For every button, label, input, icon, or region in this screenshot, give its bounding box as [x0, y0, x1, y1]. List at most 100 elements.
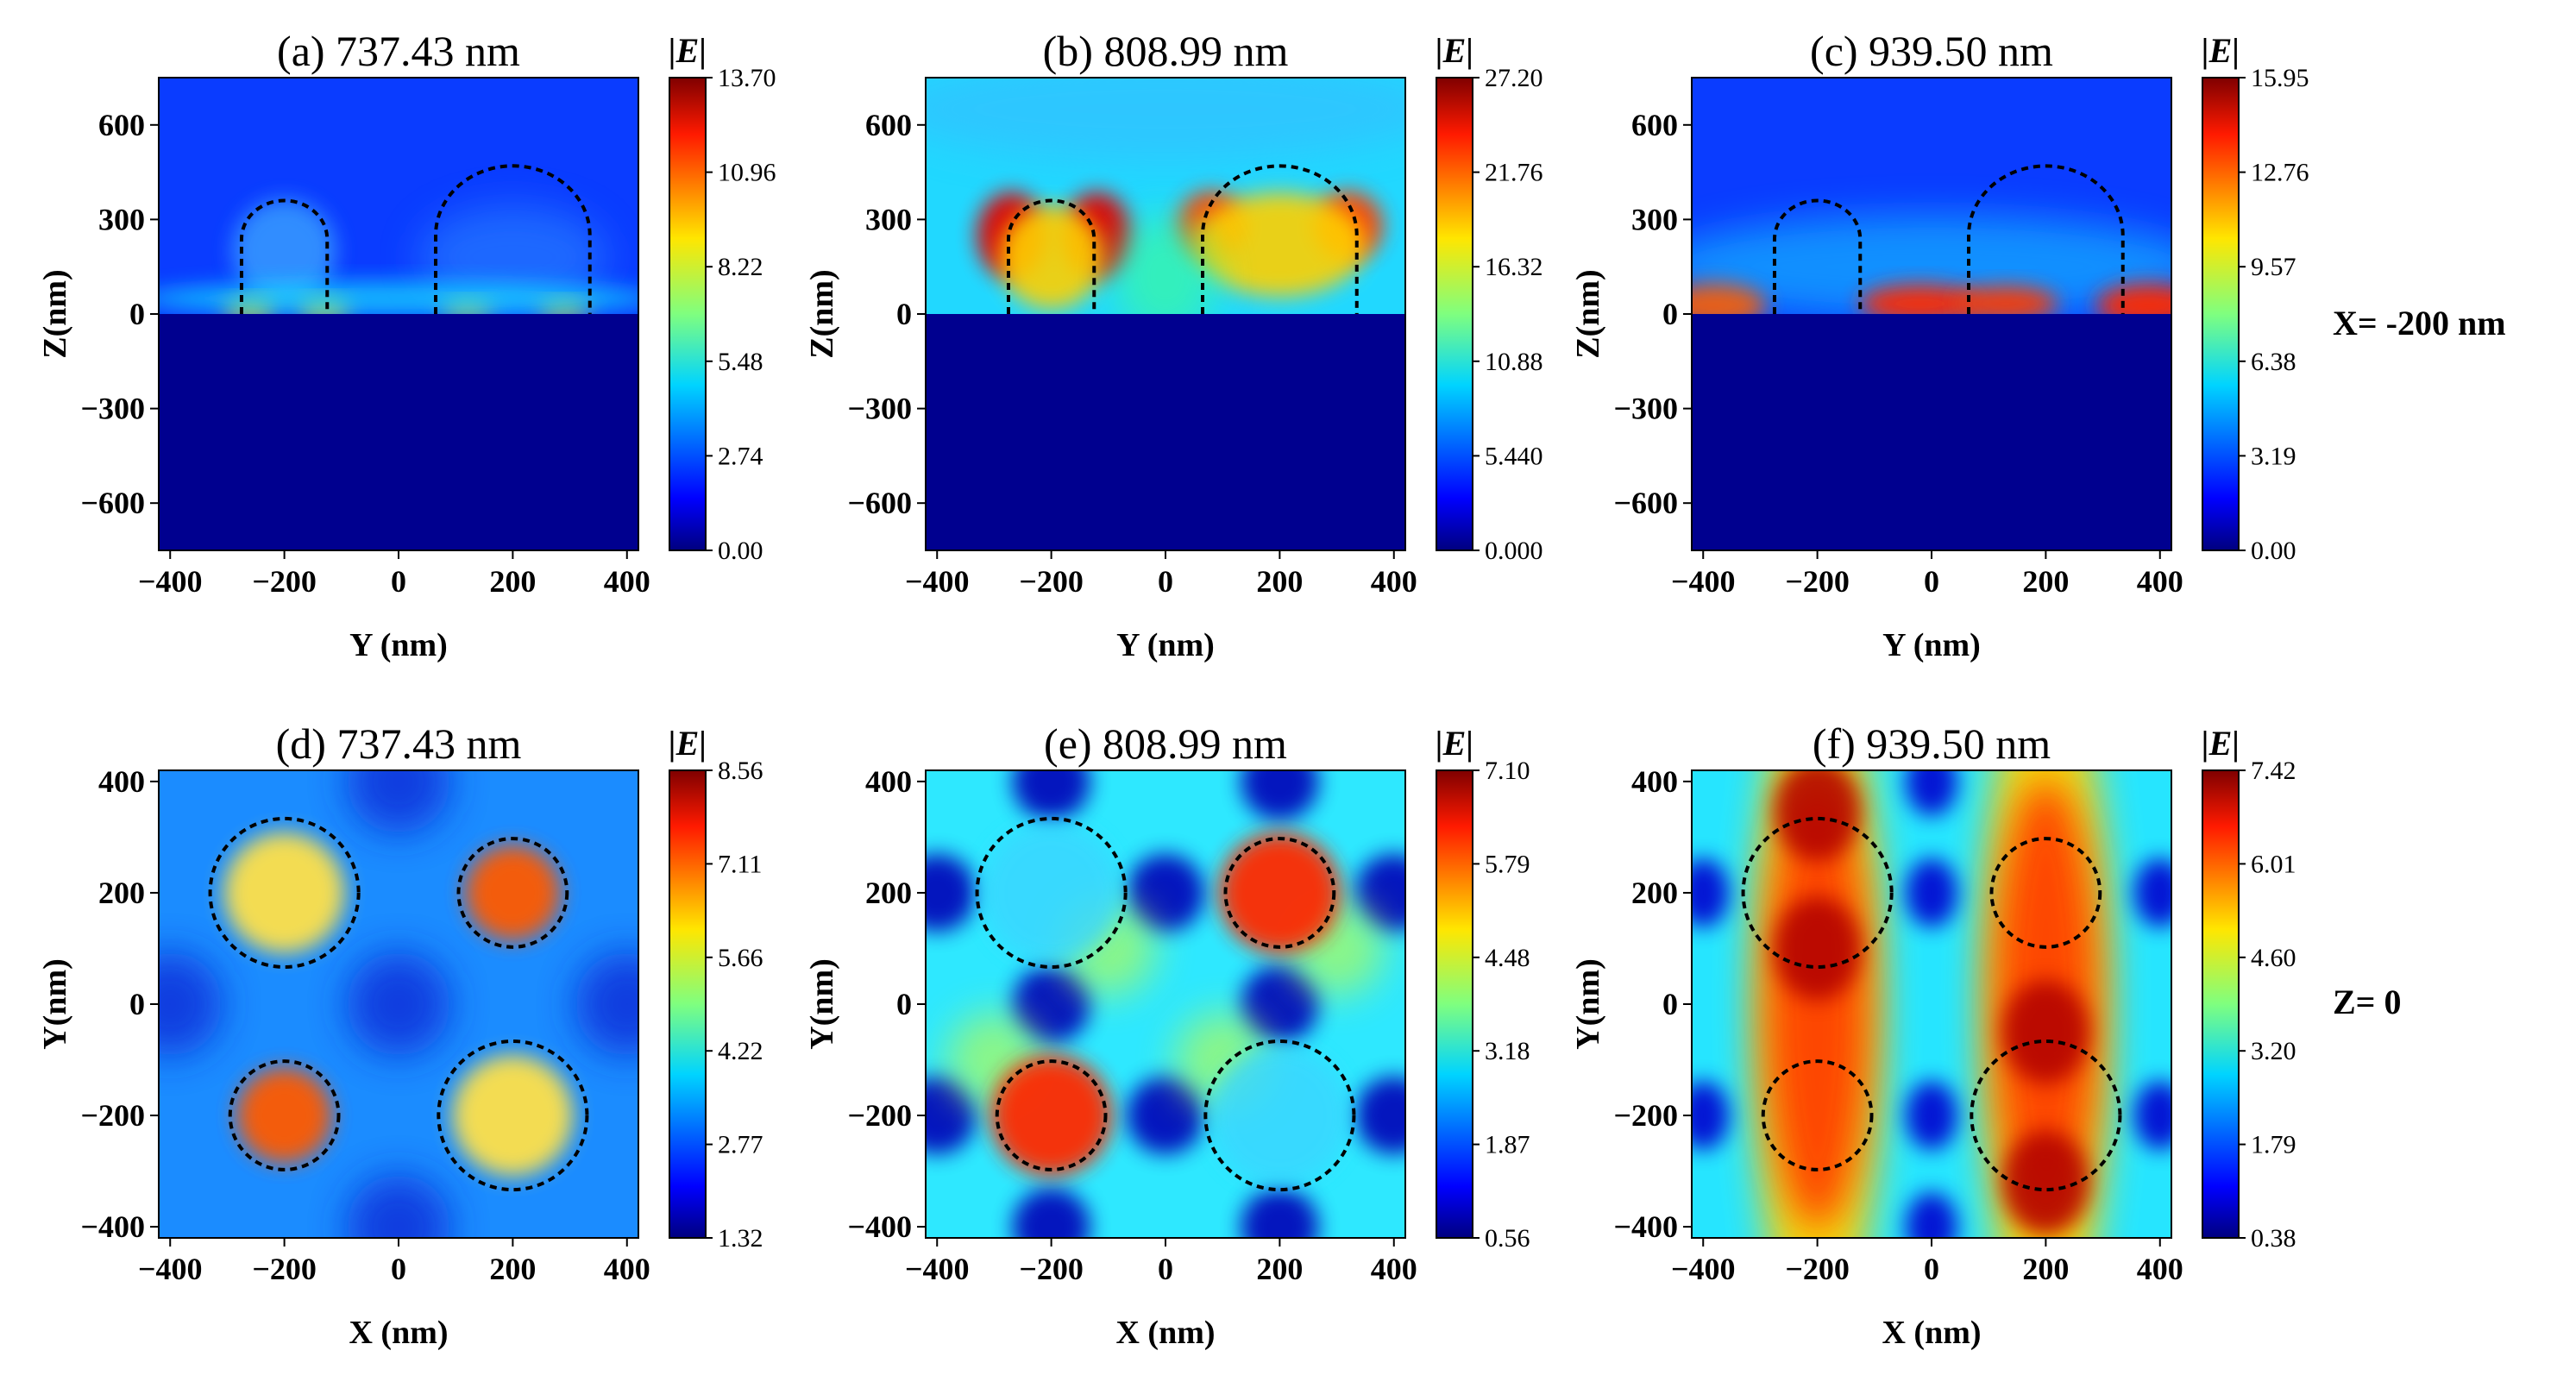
y-tick-label: 300 [865, 202, 912, 236]
field-hotspot [1012, 965, 1090, 1043]
colorbar-title: |E| [1436, 31, 1473, 70]
field-hotspot [926, 78, 1405, 161]
field-hotspot [575, 952, 638, 1056]
colorbar-title: |E| [669, 31, 707, 70]
y-tick-label: 0 [1662, 297, 1678, 331]
x-tick-label: 400 [2137, 1252, 2183, 1286]
field-hotspot [1859, 285, 1981, 323]
colorbar-tick-label: 1.79 [2251, 1131, 2296, 1159]
x-tick-label: 400 [1371, 1252, 1417, 1286]
panel-title: (f) 939.50 nm [1813, 719, 2051, 768]
field-hotspot [232, 198, 336, 303]
panel-e: −400 −200 0 200 400 −400 −200 0 200 400 (e) 808.… [804, 719, 1530, 1351]
colorbar-gradient [1436, 769, 1473, 1239]
colorbar-title: |E| [669, 724, 707, 763]
y-tick-label: 400 [1631, 764, 1678, 799]
colorbar-tick-label: 7.42 [2251, 757, 2296, 785]
field-hotspot [1692, 215, 2171, 319]
field-hotspot [1906, 857, 1957, 927]
field-hotspot [1354, 853, 1405, 932]
colorbar-tick-label: 0.56 [1485, 1224, 1530, 1253]
colorbar: 15.95 12.76 9.57 6.38 3.19 0.00 [2202, 64, 2309, 565]
y-tick-label: −300 [847, 392, 912, 426]
x-tick-label: −200 [1785, 564, 1850, 599]
y-tick-label: 200 [865, 876, 912, 910]
x-axis-label: X (nm) [1115, 1315, 1215, 1351]
particle-outline-2 [1967, 164, 2125, 314]
colorbar-tick-label: 16.32 [1485, 253, 1543, 281]
y-tick-label: 200 [1631, 876, 1678, 910]
x-axis-label: Y (nm) [1882, 627, 1981, 663]
y-axis-label: Y(nm) [804, 958, 840, 1050]
particle-outlines [1772, 164, 2125, 314]
field-hotspot [982, 823, 1121, 962]
field-hotspot [990, 1055, 1112, 1177]
field-hotspot [1012, 1188, 1090, 1238]
x-axis-label: X (nm) [1882, 1315, 1981, 1351]
row-label-bottom: Z= 0 [2333, 983, 2401, 1021]
y-axis-label: Z(nm) [1570, 269, 1606, 358]
colorbar-tick-label: 5.79 [1485, 850, 1530, 878]
y-axis-ticks: −600 −300 0 300 600 [1613, 108, 1692, 520]
panel-b: −600 −300 0 300 600 −400 −200 0 200 400 (b) 808.… [804, 27, 1543, 663]
particle-outline-1 [208, 816, 361, 970]
x-tick-label: 0 [1158, 564, 1173, 599]
colorbar-tick-label: 0.000 [1485, 537, 1543, 565]
particle-outline-3 [995, 1059, 1108, 1171]
x-tick-label: 200 [489, 564, 536, 599]
y-axis-label: Z(nm) [804, 269, 840, 358]
x-tick-label: −200 [1019, 1252, 1084, 1286]
y-axis-label: Z(nm) [37, 269, 73, 358]
colorbar: 27.20 21.76 16.32 10.88 5.440 0.000 [1436, 64, 1543, 565]
field-hotspot [1906, 770, 1957, 816]
particle-outline-4 [437, 1039, 589, 1192]
x-tick-label: −200 [1019, 564, 1084, 599]
field-hotspot [2002, 1130, 2089, 1234]
x-tick-label: 200 [2022, 1252, 2069, 1286]
particle-outline-2 [456, 837, 569, 949]
colorbar-gradient [669, 769, 707, 1239]
colorbar-tick-label: 10.88 [1485, 348, 1543, 376]
field-hotspot [1354, 1077, 1405, 1155]
colorbar-tick-label: 2.77 [718, 1131, 763, 1159]
y-axis-label: Y(nm) [1570, 958, 1606, 1050]
colorbar-tick-label: 6.01 [2251, 850, 2296, 878]
x-tick-label: 0 [1158, 1252, 1173, 1286]
y-tick-label: 400 [865, 764, 912, 799]
y-tick-label: −400 [80, 1209, 145, 1244]
field-hotspot [999, 205, 1103, 310]
particle-outline-2 [1989, 837, 2102, 949]
field-hotspot [223, 832, 345, 953]
panel-title: (d) 737.43 nm [276, 719, 522, 768]
colorbar-tick-label: 13.70 [718, 64, 776, 92]
heatmap-field [925, 769, 1406, 1239]
y-tick-label: 0 [896, 987, 912, 1021]
x-tick-label: −400 [138, 564, 203, 599]
colorbar-tick-label: 12.76 [2251, 159, 2309, 187]
panel-title: (b) 808.99 nm [1043, 27, 1289, 75]
row-label-top: X= -200 nm [2333, 304, 2506, 342]
colorbar-tick-label: 4.22 [718, 1037, 763, 1065]
particle-outline-3 [228, 1059, 341, 1171]
x-axis-ticks: −400 −200 0 200 400 [138, 1238, 650, 1286]
colorbar: 7.42 6.01 4.60 3.20 1.79 0.38 [2202, 757, 2296, 1253]
x-tick-label: −400 [905, 564, 970, 599]
y-tick-label: −300 [80, 392, 145, 426]
particle-outline-2 [434, 164, 592, 314]
colorbar-tick-label: 1.32 [718, 1224, 763, 1253]
field-hotspot [159, 952, 223, 1056]
panel-title: (a) 737.43 nm [277, 27, 520, 75]
x-tick-label: −200 [252, 1252, 317, 1286]
particle-outline-1 [975, 816, 1128, 970]
heatmap-field [158, 77, 639, 551]
particle-outline-1 [1741, 816, 1894, 970]
colorbar-tick-label: 6.38 [2251, 348, 2296, 376]
particle-outline-1 [1772, 199, 1863, 314]
x-axis-ticks: −400 −200 0 200 400 [138, 550, 650, 599]
field-hotspot [452, 1055, 574, 1177]
colorbar-tick-label: 1.87 [1485, 1131, 1530, 1159]
x-tick-label: −400 [1671, 564, 1736, 599]
particle-outline-4 [1203, 1039, 1356, 1192]
field-layer [926, 78, 1405, 550]
x-tick-label: 0 [391, 564, 406, 599]
